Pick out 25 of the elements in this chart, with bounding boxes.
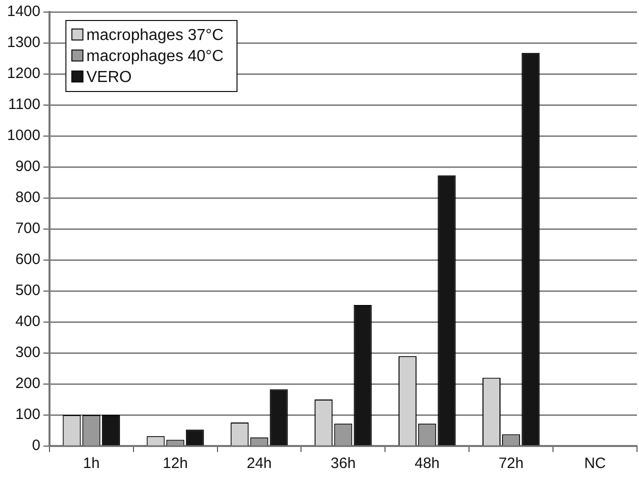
x-tick-label: 12h <box>162 455 188 472</box>
x-tick-label: 48h <box>414 455 440 472</box>
y-tick-label: 300 <box>15 344 40 362</box>
y-tick-label: 400 <box>15 313 40 330</box>
y-tick-label: 200 <box>15 375 40 392</box>
y-tick-label: 500 <box>15 282 40 300</box>
y-tick-label: 1000 <box>6 127 40 144</box>
x-tick-label: 72h <box>498 455 524 472</box>
legend-label: macrophages 40°C <box>86 48 224 65</box>
y-tick-label: 1200 <box>6 65 40 82</box>
y-tick-label: 900 <box>15 158 40 176</box>
x-tick-label: 24h <box>246 455 272 472</box>
y-tick-label: 1300 <box>6 34 40 52</box>
legend-label: macrophages 37°C <box>86 26 224 44</box>
y-tick-label: 0 <box>32 437 40 454</box>
y-tick-label: 1100 <box>8 96 40 114</box>
x-tick-label: 36h <box>330 455 356 472</box>
x-tick-label: NC <box>584 455 606 472</box>
x-tick-label: 1h <box>83 455 100 472</box>
y-tick-label: 600 <box>15 251 40 268</box>
y-tick-label: 800 <box>15 189 40 206</box>
y-tick-label: 1400 <box>6 3 40 20</box>
legend-label: VERO <box>86 68 132 86</box>
y-tick-label: 700 <box>15 220 40 238</box>
y-tick-label: 100 <box>15 406 40 424</box>
